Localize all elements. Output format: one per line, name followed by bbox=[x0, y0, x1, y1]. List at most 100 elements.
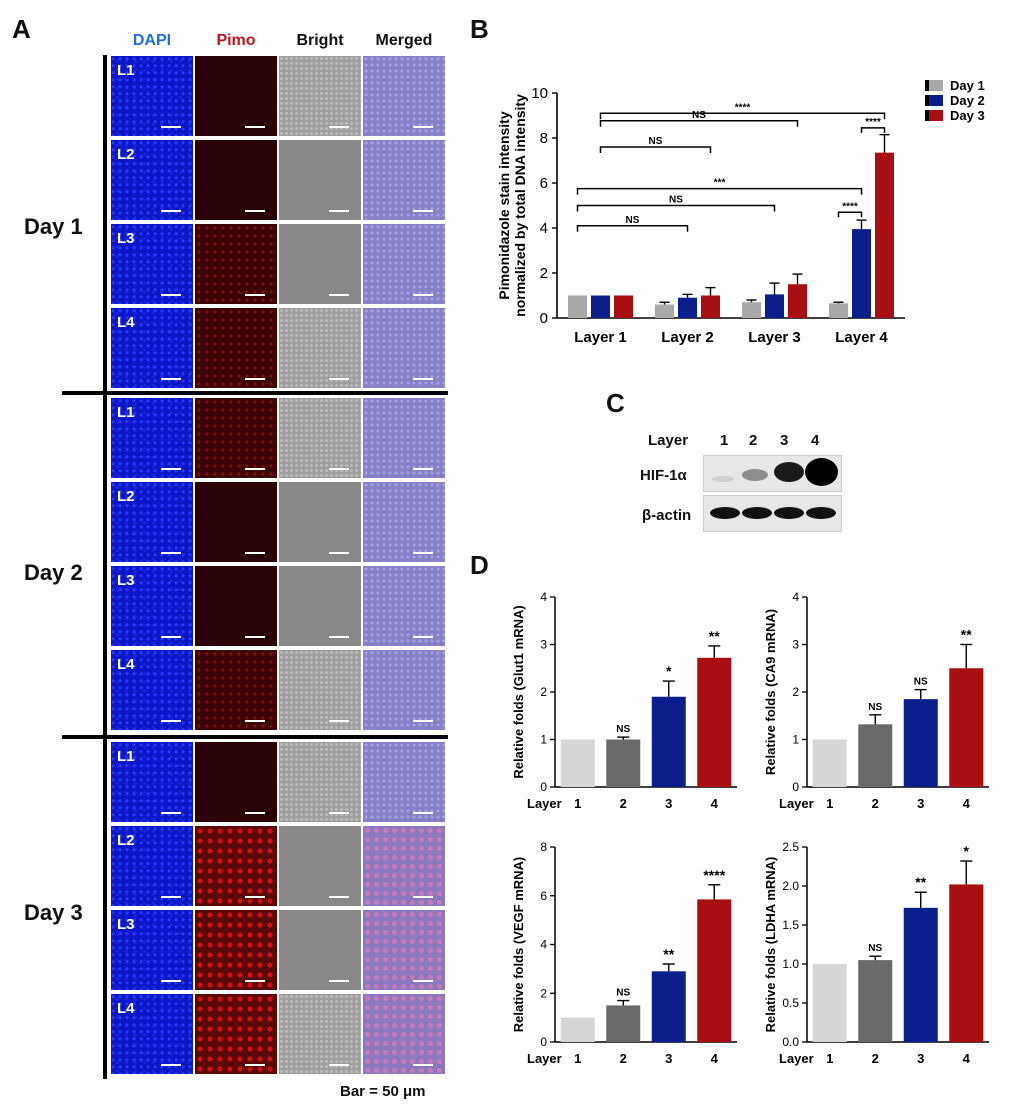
y-tick-label: 1 bbox=[792, 733, 799, 747]
micrograph-day2-l2-dapi: L2 bbox=[110, 481, 194, 563]
actin-band-1 bbox=[710, 507, 740, 519]
micrograph-day1-l3-dapi: L3 bbox=[110, 223, 194, 305]
chart-ca9: 0 1 2 3 4 Relative folds (CA9 mRNA) Layer 1 NS 2 N… bbox=[763, 590, 989, 811]
layer-tag: L1 bbox=[117, 404, 135, 421]
micrograph-day1-l3-pimo bbox=[194, 223, 278, 305]
micrograph-day3-l1-merged bbox=[362, 741, 446, 823]
bar-layer3 bbox=[903, 699, 938, 787]
scale-bar bbox=[413, 1064, 433, 1066]
scale-bar bbox=[245, 468, 265, 470]
micrograph-day2-l2-pimo bbox=[194, 481, 278, 563]
significance-label: NS bbox=[868, 943, 882, 954]
x-tick-label: 2 bbox=[872, 1051, 879, 1066]
micrograph-day3-l2-merged bbox=[362, 825, 446, 907]
scale-bar bbox=[245, 294, 265, 296]
x-tick-label: 4 bbox=[963, 1051, 971, 1066]
micrograph-day2-l3-dapi: L3 bbox=[110, 565, 194, 647]
scale-bar bbox=[413, 980, 433, 982]
micrograph-day2-l1-merged bbox=[362, 397, 446, 479]
bar-layer1 bbox=[560, 739, 595, 787]
y-tick-label: 8 bbox=[540, 130, 548, 147]
legend-swatch-edge bbox=[925, 110, 929, 121]
significance-label: **** bbox=[703, 867, 725, 883]
y-tick-label: 2.0 bbox=[782, 879, 799, 893]
scale-bar bbox=[413, 636, 433, 638]
scale-bar bbox=[161, 896, 181, 898]
significance-label: NS bbox=[692, 110, 706, 121]
x-tick-label: 3 bbox=[665, 1051, 672, 1066]
micrograph-day1-l1-merged bbox=[362, 55, 446, 137]
panel-a-letter: A bbox=[12, 14, 31, 44]
layer-tag: L4 bbox=[117, 656, 135, 673]
bar-layer3 bbox=[651, 971, 686, 1042]
hif-band-1 bbox=[712, 476, 734, 482]
day-divider-2 bbox=[62, 735, 448, 739]
micrograph-day1-l2-bright bbox=[278, 139, 362, 221]
scale-bar bbox=[413, 552, 433, 554]
y-tick-label: 4 bbox=[540, 938, 547, 952]
significance-bracket bbox=[599, 112, 886, 120]
scale-bar bbox=[161, 636, 181, 638]
day1-label: Day 1 bbox=[24, 214, 83, 239]
scale-bar bbox=[245, 636, 265, 638]
significance-bracket bbox=[576, 225, 689, 232]
micrograph-day1-l1-dapi: L1 bbox=[110, 55, 194, 137]
scale-bar-label: Bar = 50 μm bbox=[340, 1083, 426, 1100]
x-prefix-label: Layer bbox=[779, 796, 814, 811]
y-tick-label: 0.0 bbox=[782, 1035, 799, 1049]
bar-day2-layer4 bbox=[852, 229, 871, 318]
legend-swatch-edge bbox=[925, 95, 929, 106]
layer-tag: L2 bbox=[117, 832, 135, 849]
bar-layer2 bbox=[606, 739, 641, 787]
x-tick-label: 4 bbox=[711, 796, 719, 811]
significance-bracket bbox=[837, 211, 863, 218]
bar-day3-layer4 bbox=[875, 152, 894, 318]
hif-band-3 bbox=[774, 462, 804, 482]
y-tick-label: 4 bbox=[540, 590, 547, 604]
scale-bar bbox=[161, 720, 181, 722]
scale-bar bbox=[161, 126, 181, 128]
scale-bar bbox=[413, 378, 433, 380]
micrograph-day2-l3-merged bbox=[362, 565, 446, 647]
scale-bar bbox=[329, 636, 349, 638]
micrograph-day1-l3-bright bbox=[278, 223, 362, 305]
scale-bar bbox=[161, 210, 181, 212]
x-tick-label: Layer 1 bbox=[574, 329, 627, 346]
micrograph-day3-l1-pimo bbox=[194, 741, 278, 823]
bar-day3-layer3 bbox=[788, 284, 807, 318]
x-tick-label: 1 bbox=[574, 1051, 581, 1066]
scale-bar bbox=[329, 378, 349, 380]
significance-label: ** bbox=[961, 627, 972, 643]
scale-bar bbox=[329, 812, 349, 814]
micrograph-day2-l4-merged bbox=[362, 649, 446, 731]
x-tick-label: 1 bbox=[826, 796, 833, 811]
scale-bar bbox=[329, 720, 349, 722]
bar-day1-layer1 bbox=[568, 295, 587, 318]
micrograph-day2-l4-pimo bbox=[194, 649, 278, 731]
chart-vegf: 0 2 4 6 8 Relative folds (VEGF mRNA) Layer 1 NS 2… bbox=[511, 840, 737, 1066]
actin-band-4 bbox=[806, 507, 836, 519]
significance-label: NS bbox=[616, 724, 630, 735]
bar-day1-layer2 bbox=[655, 304, 674, 318]
day2-bracket bbox=[103, 395, 107, 735]
scale-bar bbox=[413, 126, 433, 128]
legend-swatch-edge bbox=[925, 80, 929, 91]
bar-day1-layer3 bbox=[742, 302, 761, 318]
scale-bar bbox=[413, 720, 433, 722]
micrograph-day1-l4-dapi: L4 bbox=[110, 307, 194, 389]
y-tick-label: 6 bbox=[540, 175, 548, 192]
hif-band-4 bbox=[805, 458, 838, 486]
day3-label: Day 3 bbox=[24, 900, 83, 925]
day2-label: Day 2 bbox=[24, 560, 83, 585]
micrograph-day3-l4-pimo bbox=[194, 993, 278, 1075]
significance-label: **** bbox=[735, 102, 751, 113]
bar-layer4 bbox=[949, 668, 984, 787]
y-tick-label: 6 bbox=[540, 889, 547, 903]
bar-layer3 bbox=[651, 696, 686, 787]
x-tick-label: 2 bbox=[620, 796, 627, 811]
legend-swatch bbox=[929, 110, 943, 121]
micrograph-day3-l3-bright bbox=[278, 909, 362, 991]
significance-bracket bbox=[599, 120, 799, 127]
scale-bar bbox=[413, 468, 433, 470]
